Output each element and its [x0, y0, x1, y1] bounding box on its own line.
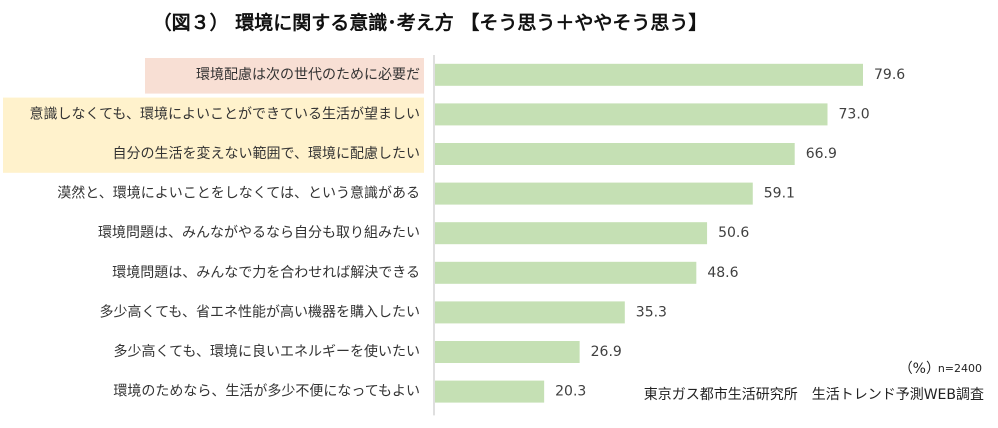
- category-label-7: 多少高くても、省エネ性能が高い機器を購入したい: [100, 303, 420, 320]
- category-label-2: 意識しなくても、環境によいことができている生活が望ましい: [30, 105, 420, 122]
- data-label-8: 26.9: [591, 344, 622, 360]
- bar-2: [435, 103, 828, 126]
- data-label-4: 59.1: [764, 186, 795, 202]
- bar-6: [435, 261, 697, 284]
- data-label-9: 20.3: [555, 384, 586, 400]
- bar-1: [435, 63, 863, 86]
- data-label-6: 48.6: [707, 265, 738, 281]
- data-label-1: 79.6: [874, 67, 905, 83]
- label-highlight-1: [145, 58, 424, 94]
- bar-8: [435, 341, 580, 363]
- bar-9: [435, 380, 545, 403]
- category-label-8: 多少高くても、環境に良いエネルギーを使いたい: [114, 343, 420, 360]
- chart-title: （図３） 環境に関する意識･考え方 【そう思う＋ややそう思う】: [152, 12, 708, 34]
- data-label-2: 73.0: [839, 106, 870, 122]
- category-label-5: 環境問題は、みんながやるなら自分も取り組みたい: [98, 225, 420, 241]
- category-label-9: 環境のためなら、生活が多少不便になってもよい: [113, 383, 420, 400]
- bar-3: [435, 143, 795, 165]
- category-label-1: 環境配慮は次の世代のために必要だ: [196, 67, 420, 83]
- unit-label: （%）: [898, 361, 940, 377]
- data-label-7: 35.3: [636, 304, 667, 320]
- sample-size: n=2400: [937, 362, 982, 375]
- bar-4: [435, 182, 753, 205]
- source-note: 東京ガス都市生活研究所 生活トレンド予測WEB調査: [643, 387, 984, 403]
- bar-7: [435, 301, 625, 324]
- data-label-5: 50.6: [718, 225, 749, 241]
- label-highlight-2: [3, 97, 424, 173]
- category-label-4: 漠然と、環境によいことをしなくては、という意識がある: [57, 185, 420, 202]
- category-label-6: 環境問題は、みんなで力を合わせれば解決できる: [112, 265, 420, 281]
- category-label-3: 自分の生活を変えない範囲で、環境に配慮したい: [113, 145, 420, 162]
- bar-5: [435, 222, 708, 245]
- data-label-3: 66.9: [806, 146, 837, 162]
